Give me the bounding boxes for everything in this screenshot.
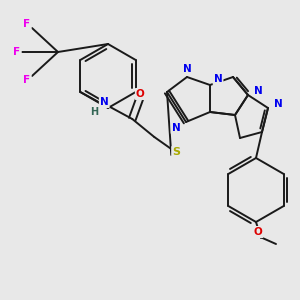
Text: N: N <box>172 123 180 133</box>
Text: F: F <box>14 47 21 57</box>
Text: F: F <box>23 19 31 29</box>
Text: F: F <box>23 75 31 85</box>
Text: N: N <box>274 99 282 109</box>
Text: N: N <box>214 74 222 84</box>
Text: H: H <box>90 107 98 117</box>
Text: N: N <box>183 64 191 74</box>
Text: S: S <box>172 147 180 157</box>
Text: N: N <box>100 97 109 107</box>
Text: O: O <box>136 89 145 99</box>
Text: N: N <box>254 86 262 96</box>
Text: O: O <box>254 227 262 237</box>
